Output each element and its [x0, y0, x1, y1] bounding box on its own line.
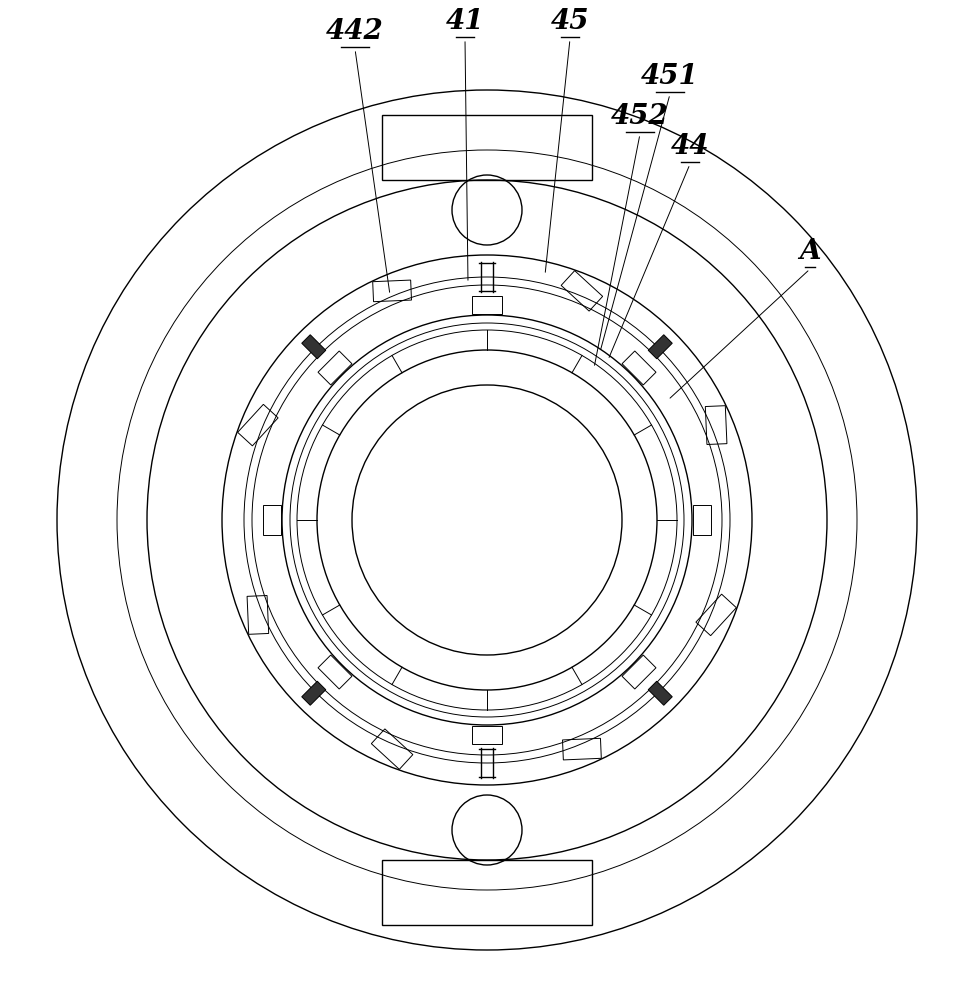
Text: 45: 45 — [551, 8, 589, 35]
Text: 41: 41 — [446, 8, 485, 35]
Text: 452: 452 — [611, 103, 669, 130]
Polygon shape — [648, 335, 672, 359]
Text: A: A — [800, 238, 821, 265]
Polygon shape — [301, 335, 326, 359]
Text: 442: 442 — [326, 18, 384, 45]
Polygon shape — [648, 681, 672, 705]
Polygon shape — [301, 681, 326, 705]
Text: 451: 451 — [642, 63, 699, 90]
Bar — [382, 860, 592, 925]
Text: 44: 44 — [671, 133, 709, 160]
Bar — [382, 115, 592, 180]
